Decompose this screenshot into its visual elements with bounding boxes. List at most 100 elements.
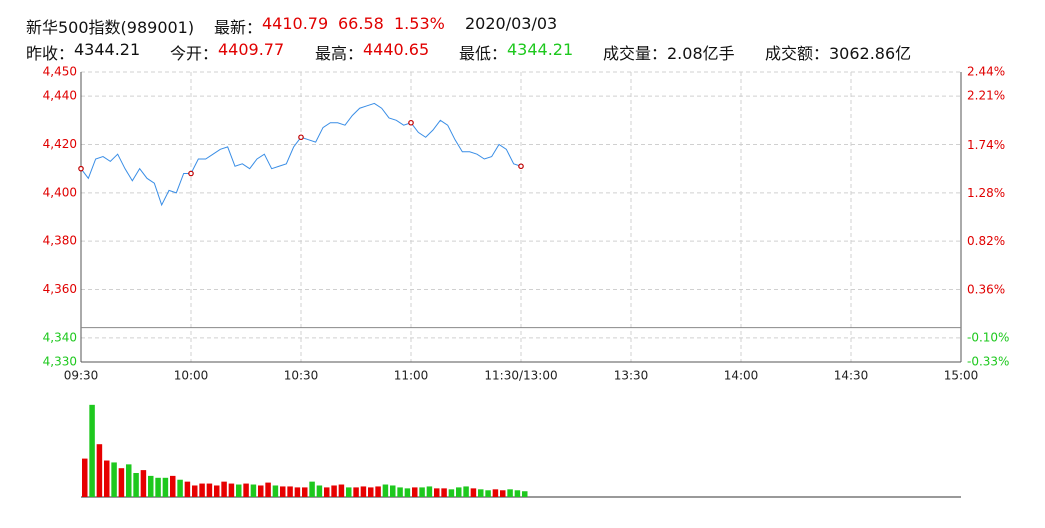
price-marker [298,134,304,141]
volume-bar [309,481,315,497]
volume-bar [280,486,286,497]
y2-tick-label: 0.36% [967,282,1005,296]
volume-bar [419,487,425,497]
volume-bar [522,491,528,497]
x-tick-label: 10:30 [284,369,319,383]
volume-bar [199,483,205,497]
volume-bar [360,486,367,497]
volume-bar [426,486,433,497]
y2-tick-label: 1.28% [967,186,1005,200]
volume-bar [448,489,455,497]
prev-close: 4344.21 [74,40,141,59]
volume-bar [148,475,154,497]
volume-bar [272,485,279,497]
volume-bar [346,487,352,497]
price-marker [188,170,194,177]
change: 66.58 [338,14,384,33]
volume-bar [82,458,88,497]
volume-bar [441,488,447,497]
volume-bar [492,489,499,497]
volume-bar [96,444,103,497]
date: 2020/03/03 [465,14,558,33]
volume-bar [184,481,191,497]
volume-bar [111,462,117,497]
volume-bar [485,490,491,497]
x-tick-label: 10:00 [174,369,209,383]
price-marker [408,119,414,126]
index-title: 新华500指数(989001) [26,18,195,37]
volume-bar [331,485,337,497]
volume-bar [192,485,198,497]
volume-bar [214,485,220,497]
volume-bar [118,468,125,497]
volume-bar [265,482,271,497]
open: 4409.77 [218,40,285,59]
y2-tick-label: 2.21% [967,89,1005,103]
high-label: 最高： [315,44,364,63]
volume-bar [228,483,235,497]
x-tick-label: 11:30/13:00 [484,369,557,383]
volume: 2.08亿手 [667,44,735,63]
volume-bar [412,487,418,497]
y2-tick-label: -0.10% [967,330,1009,344]
y2-tick-label: 2.44% [967,65,1005,79]
volume-bar [353,487,359,497]
volume-bar [287,486,293,497]
y-tick-label: 4,400 [43,185,77,199]
volume-bar [170,475,176,497]
volume-bar [236,484,242,497]
change-pct: 1.53% [394,14,445,33]
volume-bar [221,481,227,497]
volume-bar [404,488,411,497]
volume-bar [89,404,95,497]
low-label: 最低： [459,44,508,63]
x-tick-label: 13:30 [614,369,649,383]
price-line [80,102,522,207]
volume-bar [258,485,264,497]
volume-bar [177,479,183,497]
volume-label: 成交量： [603,44,668,63]
y2-tick-label: 0.82% [967,234,1005,248]
volume-bar [324,487,330,497]
volume-bar [162,477,169,497]
latest: 4410.79 [262,14,329,33]
volume-bar [206,483,213,497]
x-tick-label: 14:30 [834,369,869,383]
volume-bar [507,489,513,497]
x-tick-label: 15:00 [944,369,979,383]
volume-bar [104,460,110,497]
volume-bar [470,488,477,497]
volume-bar [514,490,521,497]
y-tick-label: 4,360 [43,282,77,296]
high: 4440.65 [363,40,430,59]
low: 4344.21 [507,40,574,59]
x-tick-label: 11:00 [394,369,429,383]
volume-bar [316,485,323,497]
volume-bar [375,486,381,497]
volume-bar [434,488,440,497]
volume-bar [397,487,403,497]
y2-tick-label: 1.74% [967,138,1005,152]
price-marker [518,163,524,170]
volume-bar [250,484,257,497]
y-tick-label: 4,420 [43,137,77,151]
y-tick-label: 4,440 [43,89,77,103]
volume-bar [500,490,506,497]
volume-bar [478,489,484,497]
volume-bar [126,464,132,497]
volume-bar [390,485,396,497]
volume-bar [338,484,345,497]
latest-label: 最新： [214,18,263,37]
volume-bar [368,487,374,497]
y-tick-label: 4,450 [43,65,77,79]
x-tick-label: 14:00 [724,369,759,383]
volume-bar [294,487,301,497]
prev-close-label: 昨收： [26,44,75,63]
volume-bar [456,487,462,497]
volume-bar [243,483,249,497]
amount: 3062.86亿 [829,44,912,63]
y-tick-label: 4,330 [43,355,77,369]
volume-bar [382,484,389,497]
